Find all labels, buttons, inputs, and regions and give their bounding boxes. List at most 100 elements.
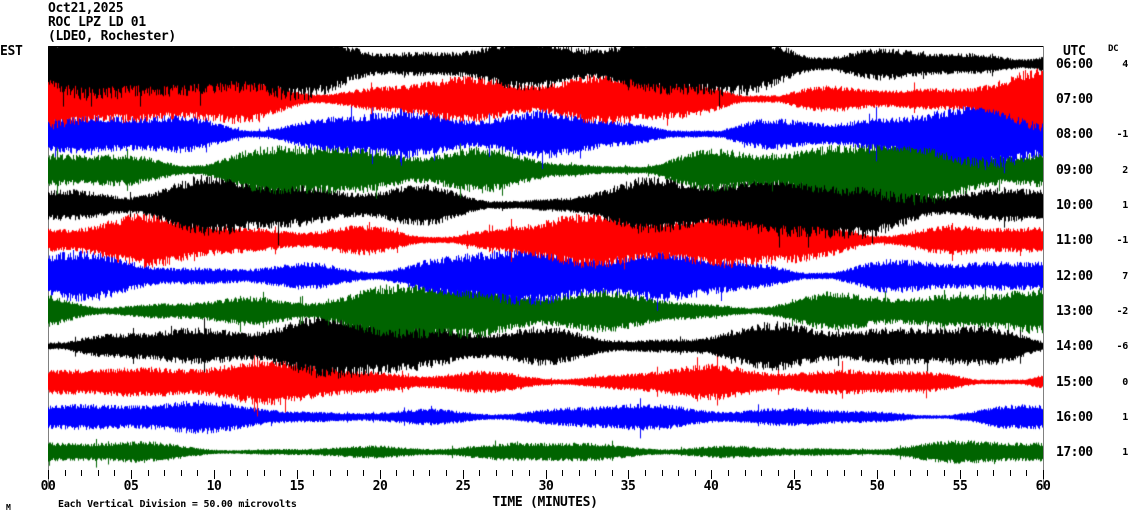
xaxis-minor-tick	[562, 470, 563, 476]
dc-value: 2	[1122, 165, 1128, 176]
seismogram-traces	[48, 46, 1043, 470]
xaxis-minor-tick	[247, 470, 248, 476]
est-axis-caption: EST	[0, 44, 23, 59]
utc-hour-label: 09:00	[1056, 163, 1093, 178]
xaxis-major-tick	[711, 470, 712, 479]
xaxis-minor-tick	[81, 470, 82, 476]
xaxis-tick-label: 25	[455, 479, 471, 494]
dc-column-caption: DC	[1108, 44, 1119, 54]
xaxis-minor-tick	[197, 470, 198, 476]
utc-hour-label: 14:00	[1056, 339, 1093, 354]
utc-hour-label: 12:00	[1056, 269, 1093, 284]
xaxis-minor-tick	[1026, 470, 1027, 476]
xaxis-minor-tick	[595, 470, 596, 476]
dc-value: 7	[1122, 271, 1128, 282]
xaxis-major-tick	[131, 470, 132, 479]
xaxis-minor-tick	[164, 470, 165, 476]
xaxis-major-tick	[794, 470, 795, 479]
utc-hour-label: 07:00	[1056, 92, 1093, 107]
xaxis-title: TIME (MINUTES)	[492, 495, 598, 510]
xaxis-major-tick	[463, 470, 464, 479]
dc-value: 1	[1122, 447, 1128, 458]
utc-hour-label: 06:00	[1056, 57, 1093, 72]
xaxis-tick-label: 55	[952, 479, 968, 494]
xaxis-major-tick	[380, 470, 381, 479]
xaxis-major-tick	[546, 470, 547, 479]
xaxis-minor-tick	[811, 470, 812, 476]
xaxis-minor-tick	[264, 470, 265, 476]
xaxis-minor-tick	[496, 470, 497, 476]
xaxis-minor-tick	[98, 470, 99, 476]
xaxis-major-tick	[48, 470, 49, 479]
header-block: Oct21,2025 ROC LPZ LD 01 (LDEO, Rocheste…	[48, 2, 176, 44]
dc-value: -1	[1116, 235, 1129, 246]
utc-hour-label: 17:00	[1056, 445, 1093, 460]
xaxis-tick-label: 00	[40, 479, 56, 494]
xaxis-minor-tick	[894, 470, 895, 476]
xaxis-major-tick	[297, 470, 298, 479]
dc-value: 1	[1122, 412, 1128, 423]
xaxis-minor-tick	[977, 470, 978, 476]
xaxis-tick-label: 30	[538, 479, 554, 494]
xaxis-minor-tick	[579, 470, 580, 476]
xaxis-major-tick	[1043, 470, 1044, 479]
xaxis-minor-tick	[910, 470, 911, 476]
xaxis-tick-label: 60	[1035, 479, 1051, 494]
dc-value: 4	[1122, 59, 1128, 70]
xaxis-minor-tick	[429, 470, 430, 476]
vertical-division-note: Each Vertical Division = 50.00 microvolt…	[58, 499, 297, 510]
xaxis-minor-tick	[728, 470, 729, 476]
xaxis-tick-label: 15	[289, 479, 305, 494]
utc-hour-label: 16:00	[1056, 410, 1093, 425]
xaxis-major-tick	[214, 470, 215, 479]
xaxis-minor-tick	[827, 470, 828, 476]
utc-hour-label: 11:00	[1056, 233, 1093, 248]
xaxis-minor-tick	[745, 470, 746, 476]
xaxis-minor-tick	[1010, 470, 1011, 476]
utc-hour-label: 10:00	[1056, 198, 1093, 213]
xaxis-minor-tick	[479, 470, 480, 476]
xaxis-minor-tick	[861, 470, 862, 476]
xaxis-tick-label: 40	[703, 479, 719, 494]
trace-row	[48, 46, 1043, 107]
utc-hour-label: 15:00	[1056, 375, 1093, 390]
xaxis-minor-tick	[512, 470, 513, 476]
utc-hour-label: 13:00	[1056, 304, 1093, 319]
xaxis-minor-tick	[927, 470, 928, 476]
xaxis-minor-tick	[662, 470, 663, 476]
xaxis-minor-tick	[313, 470, 314, 476]
utc-axis-caption: UTC	[1063, 44, 1086, 59]
xaxis-minor-tick	[778, 470, 779, 476]
xaxis-minor-tick	[280, 470, 281, 476]
xaxis-minor-tick	[65, 470, 66, 476]
xaxis-major-tick	[960, 470, 961, 479]
xaxis-tick-label: 35	[620, 479, 636, 494]
xaxis-minor-tick	[363, 470, 364, 476]
xaxis-tick-label: 50	[869, 479, 885, 494]
xaxis-minor-tick	[695, 470, 696, 476]
xaxis-minor-tick	[678, 470, 679, 476]
dc-value: -6	[1116, 341, 1129, 352]
corner-marker: M	[6, 503, 11, 512]
xaxis-minor-tick	[347, 470, 348, 476]
xaxis-minor-tick	[114, 470, 115, 476]
xaxis-minor-tick	[993, 470, 994, 476]
xaxis-minor-tick	[612, 470, 613, 476]
xaxis-minor-tick	[844, 470, 845, 476]
xaxis-major-tick	[877, 470, 878, 479]
dc-value: 1	[1122, 200, 1128, 211]
plot-frame-right	[1043, 46, 1044, 489]
xaxis-minor-tick	[446, 470, 447, 476]
dc-value: -1	[1116, 129, 1129, 140]
xaxis-minor-tick	[529, 470, 530, 476]
dc-value: 0	[1122, 377, 1128, 388]
xaxis-minor-tick	[413, 470, 414, 476]
xaxis-minor-tick	[944, 470, 945, 476]
xaxis-minor-tick	[330, 470, 331, 476]
trace-canvas	[48, 46, 1043, 107]
xaxis-minor-tick	[230, 470, 231, 476]
xaxis-minor-tick	[645, 470, 646, 476]
xaxis-tick-label: 20	[372, 479, 388, 494]
station-code: ROC LPZ LD 01	[48, 15, 146, 30]
xaxis-tick-label: 05	[123, 479, 139, 494]
